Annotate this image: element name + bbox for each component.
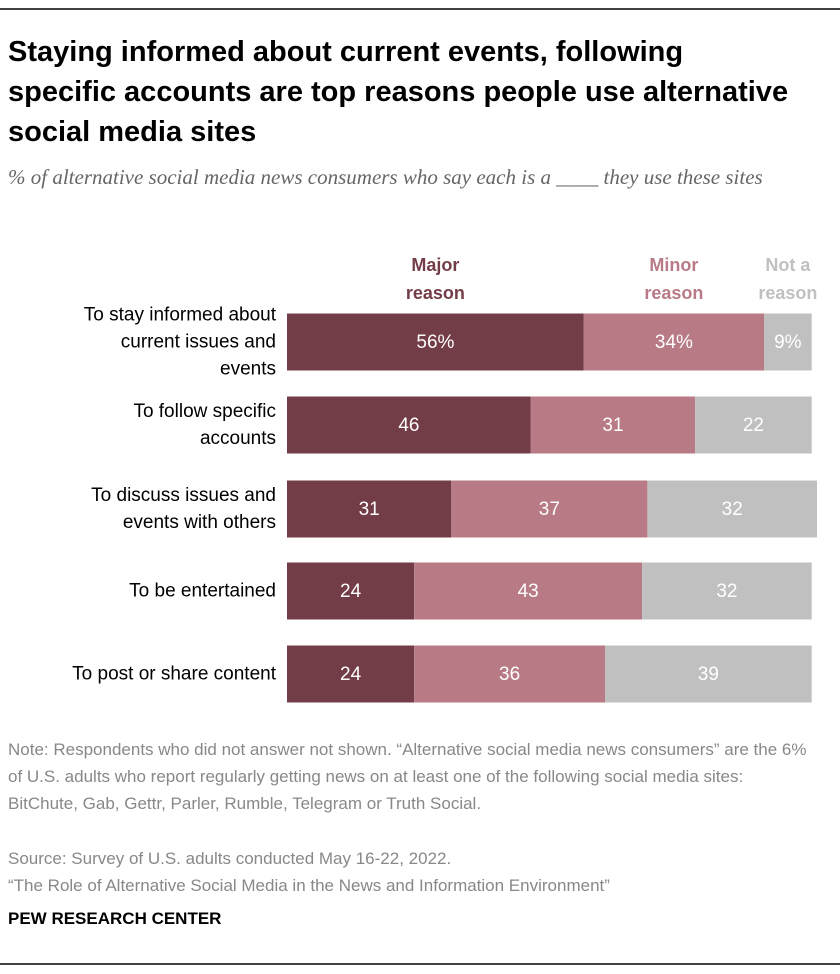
chart-subtitle: % of alternative social media news consu… — [8, 165, 763, 189]
value-label: 46 — [398, 415, 419, 436]
category-label: To post or share content — [72, 663, 276, 685]
legend-entry: Not a reason — [758, 255, 818, 303]
legend-entry: Minor reason — [644, 255, 704, 303]
bar-segment — [695, 396, 812, 454]
value-label: 39 — [698, 664, 719, 685]
value-label: 43 — [518, 581, 539, 602]
bar-segment — [605, 645, 812, 703]
category-label: To be entertained — [129, 580, 276, 602]
category-label: To discuss issues and events with others — [91, 485, 276, 533]
bar-segment — [451, 480, 648, 538]
chart-title: Staying informed about current events, f… — [8, 36, 789, 148]
value-label: 22 — [743, 415, 764, 436]
report: “The Role of Alternative Social Media in… — [8, 876, 610, 895]
value-label: 36 — [499, 664, 520, 685]
value-label: 31 — [359, 499, 380, 520]
legend-entry: Major reason — [405, 255, 465, 303]
credit: PEW RESEARCH CENTER — [8, 909, 222, 928]
bar-segment — [287, 562, 415, 620]
bar-segment — [414, 562, 643, 620]
value-label: 56% — [416, 332, 454, 353]
value-label: 32 — [722, 499, 743, 520]
category-label: To follow specific accounts — [133, 401, 276, 449]
value-label: 37 — [539, 499, 560, 520]
category-label: To stay informed about current issues an… — [83, 304, 276, 380]
value-label: 24 — [340, 581, 362, 602]
bar-segment — [287, 396, 531, 454]
bar-segment — [287, 480, 452, 538]
source: Source: Survey of U.S. adults conducted … — [8, 849, 452, 868]
bar-segment — [647, 480, 817, 538]
value-label: 34% — [655, 332, 693, 353]
value-label: 32 — [716, 581, 737, 602]
bar-segment — [414, 645, 605, 703]
bar-segment — [530, 396, 696, 454]
bar-segment — [287, 313, 584, 371]
note: Note: Respondents who did not answer not… — [8, 740, 807, 813]
value-label: 31 — [602, 415, 623, 436]
bar-segment — [583, 313, 764, 371]
bar-segment — [764, 313, 812, 371]
value-label: 24 — [340, 664, 362, 685]
bar-segment — [642, 562, 812, 620]
bar-segment — [287, 645, 415, 703]
value-label: 9% — [774, 332, 802, 353]
